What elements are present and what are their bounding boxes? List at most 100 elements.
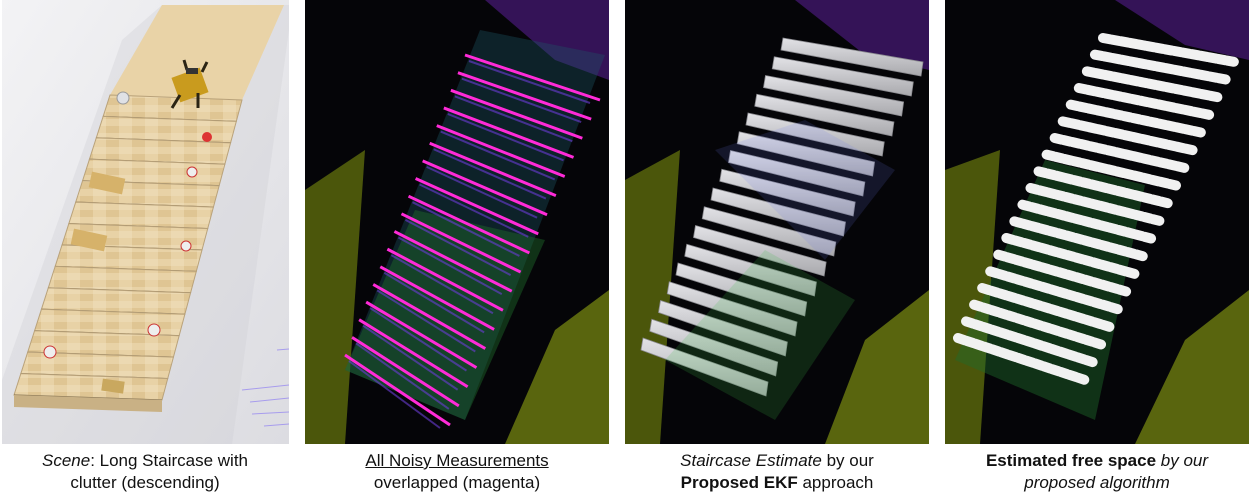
free-space-strip — [1017, 199, 1157, 244]
stair-bottom — [14, 395, 162, 412]
estimated-step — [649, 318, 779, 377]
estimated-step — [728, 150, 866, 197]
measurements-panel — [305, 0, 609, 444]
terrain-points — [825, 290, 929, 444]
ekf-caption: Staircase Estimate by our Proposed EKF a… — [625, 450, 929, 494]
clutter-can — [43, 345, 57, 359]
clutter-box — [101, 378, 125, 394]
measurement-line — [436, 124, 566, 178]
estimated-step — [771, 56, 914, 97]
freespace-panel — [945, 0, 1249, 444]
estimated-step — [710, 187, 846, 237]
caption-italic: by our — [1156, 451, 1209, 470]
free-space-strip — [985, 266, 1124, 315]
measurement-line — [443, 106, 575, 159]
free-space-strip — [953, 333, 1090, 385]
estimated-step — [736, 131, 876, 177]
measurement-line — [440, 130, 556, 181]
estimated-step — [666, 281, 798, 337]
estimated-stair-steps — [640, 37, 924, 420]
wooden-staircase — [13, 5, 284, 412]
estimated-step — [684, 243, 817, 297]
caption-text: approach — [797, 473, 874, 492]
top-points — [485, 0, 609, 80]
ekf-panel — [625, 0, 929, 444]
measurement-line — [450, 88, 583, 140]
free-space-strip — [1049, 133, 1190, 173]
measurement-line — [407, 194, 531, 255]
ekf-image — [625, 0, 929, 444]
caption-italic: proposed algorithm — [1024, 473, 1170, 492]
estimated-step — [745, 112, 885, 157]
estimated-step — [763, 75, 905, 117]
clutter-can — [186, 166, 198, 178]
scene-caption: Scene: Long Staircase with clutter (desc… — [0, 450, 290, 494]
measurement-line — [422, 159, 548, 217]
measurement-line — [461, 77, 582, 124]
measurement-line — [400, 212, 522, 274]
measurement-line — [393, 230, 513, 293]
estimated-step — [754, 93, 895, 137]
clutter-can — [202, 132, 212, 142]
measurement-line — [351, 336, 460, 408]
free-space-strip — [969, 299, 1107, 350]
measurement-line — [429, 141, 557, 197]
measurement-line — [372, 283, 487, 350]
terrain-points — [1135, 290, 1249, 444]
measurement-line — [447, 113, 564, 162]
measurement-line — [390, 254, 494, 315]
freespace-image — [945, 0, 1249, 444]
estimated-step — [675, 262, 808, 317]
stair-landing — [110, 5, 284, 100]
measurement-line — [383, 271, 485, 334]
estimated-step — [658, 299, 788, 357]
estimated-step — [701, 206, 837, 257]
overlay-points — [715, 120, 895, 260]
measurement-line — [376, 289, 476, 353]
free-space-strip — [1089, 49, 1232, 85]
free-space-strip — [1073, 83, 1215, 120]
free-space-strip — [1033, 166, 1174, 209]
top-points — [795, 0, 929, 70]
measurement-line — [386, 247, 504, 312]
measurement-line — [362, 324, 459, 391]
caption-bold: Proposed EKF — [680, 473, 798, 492]
free-space-strip — [961, 316, 1099, 368]
terrain-points — [945, 150, 1000, 444]
caption-text: : Long Staircase with — [90, 451, 248, 470]
top-points — [1115, 0, 1249, 60]
caption-italic: Scene — [41, 451, 91, 470]
clutter-box — [70, 228, 108, 252]
caption-text: clutter (descending) — [70, 473, 220, 492]
measurement-line — [369, 307, 468, 372]
free-space-strip — [993, 249, 1132, 297]
measurement-line — [457, 71, 592, 121]
free-space-strip — [1001, 233, 1140, 279]
caption-bold: Estimated free space — [985, 451, 1157, 470]
clutter-can — [180, 240, 192, 252]
estimated-step — [780, 37, 924, 77]
clutter-box — [88, 171, 126, 195]
measurement-line — [358, 318, 469, 389]
free-space-strip — [1041, 149, 1182, 191]
scene-panel — [2, 0, 289, 444]
caption-text: by our — [821, 451, 874, 470]
measurement-line — [379, 265, 495, 331]
free-space-strip — [1025, 183, 1165, 226]
measurements-caption: All Noisy Measurements overlapped (magen… — [305, 450, 609, 494]
terrain-points — [305, 150, 365, 444]
free-space-strips — [953, 33, 1240, 385]
free-space-strip — [1057, 116, 1199, 156]
measurement-line — [426, 165, 538, 219]
free-space-strip — [1081, 66, 1224, 103]
clutter-can — [147, 323, 161, 337]
measurements-image — [305, 0, 609, 444]
free-space-strip — [1065, 99, 1207, 138]
caption-underlined: All Noisy Measurements — [365, 451, 549, 470]
caption-italic: Staircase Estimate — [680, 451, 822, 470]
terrain-points — [505, 290, 609, 444]
caption-text: overlapped (magenta) — [373, 473, 541, 492]
measurement-line — [365, 300, 478, 369]
free-space-strip — [1009, 216, 1149, 262]
terrain-points — [625, 150, 680, 444]
